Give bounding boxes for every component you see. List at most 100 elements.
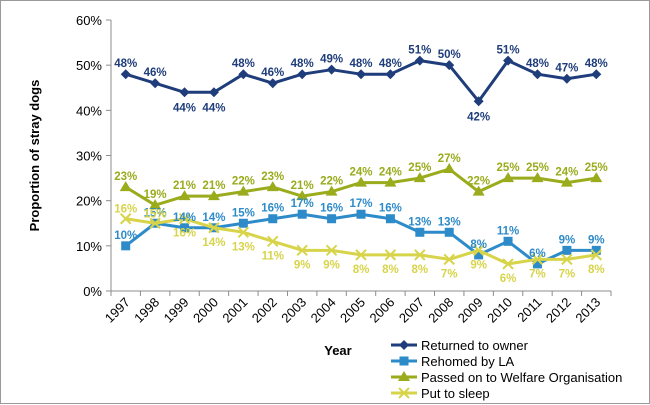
passed-on-to-welfare-organisation-data-label: 22% xyxy=(232,176,255,188)
returned-to-owner-data-label: 50% xyxy=(438,49,461,61)
returned-to-owner-point xyxy=(473,96,484,107)
returned-to-owner-point xyxy=(326,64,337,75)
put-to-sleep-point xyxy=(296,244,308,257)
put-to-sleep-data-label: 15% xyxy=(144,208,167,220)
x-tick-label: 2000 xyxy=(190,295,221,326)
rehomed-by-la-data-label: 14% xyxy=(202,212,225,224)
passed-on-to-welfare-organisation-point xyxy=(531,172,544,183)
put-to-sleep-data-label: 16% xyxy=(114,204,137,216)
put-to-sleep-point xyxy=(119,213,132,225)
x-axis-title: Year xyxy=(324,343,351,358)
put-to-sleep-point xyxy=(355,249,367,261)
returned-to-owner-point xyxy=(297,69,308,80)
returned-to-owner-data-label: 46% xyxy=(261,67,284,79)
rehomed-by-la-data-label: 15% xyxy=(144,207,167,219)
y-tick-label: 10% xyxy=(76,239,102,254)
put-to-sleep-line xyxy=(125,217,597,266)
x-tick-label: 2012 xyxy=(543,295,574,326)
rehomed-by-la-point xyxy=(327,214,337,224)
returned-to-owner-point xyxy=(414,55,425,66)
y-axis-title: Proportion of stray dogs xyxy=(27,80,42,232)
rehomed-by-la-point xyxy=(297,209,307,219)
returned-to-owner-point xyxy=(179,87,190,98)
x-tick-label: 2009 xyxy=(455,295,486,326)
returned-to-owner-data-label: 48% xyxy=(114,58,137,70)
rehomed-by-la-data-label: 6% xyxy=(529,248,546,260)
returned-to-owner-data-label: 44% xyxy=(173,102,196,114)
passed-on-to-welfare-organisation-point xyxy=(325,185,338,196)
x-tick-label: 2013 xyxy=(572,295,603,326)
passed-on-to-welfare-organisation-data-label: 25% xyxy=(526,162,549,174)
returned-to-owner-data-label: 44% xyxy=(202,102,225,114)
x-tick-label: 2011 xyxy=(514,295,544,325)
put-to-sleep-point xyxy=(267,235,279,248)
returned-to-owner-point xyxy=(208,87,219,98)
passed-on-to-welfare-organisation-data-label: 23% xyxy=(114,171,137,183)
put-to-sleep-data-label: 9% xyxy=(294,259,311,271)
rehomed-by-la-data-label: 13% xyxy=(438,216,461,228)
rehomed-by-la-data-label: 9% xyxy=(559,234,576,246)
rehomed-by-la-point xyxy=(532,259,542,269)
returned-to-owner-data-label: 46% xyxy=(144,67,167,79)
x-tick-label: 1997 xyxy=(102,295,133,326)
rehomed-by-la-point xyxy=(121,241,131,251)
y-tick-label: 30% xyxy=(76,149,102,164)
y-tick-label: 20% xyxy=(76,194,102,209)
rehomed-by-la-point xyxy=(180,223,190,233)
passed-on-to-welfare-organisation-point xyxy=(443,163,456,174)
put-to-sleep-data-label: 7% xyxy=(529,268,546,280)
put-to-sleep-point xyxy=(237,226,250,238)
returned-to-owner-point xyxy=(150,78,161,89)
rehomed-by-la-point xyxy=(503,236,513,246)
rehomed-by-la-point xyxy=(562,245,572,255)
passed-on-to-welfare-organisation-point xyxy=(413,172,426,183)
passed-on-to-welfare-organisation-point xyxy=(560,176,573,187)
put-to-sleep-point xyxy=(149,217,161,229)
put-to-sleep-point xyxy=(443,253,455,266)
y-tick-label: 40% xyxy=(76,103,102,118)
put-to-sleep-data-label: 7% xyxy=(559,268,576,280)
returned-to-owner-point xyxy=(120,69,131,80)
rehomed-by-la-data-label: 16% xyxy=(320,203,343,215)
legend-swatch-marker xyxy=(399,340,409,350)
legend-label: Put to sleep xyxy=(421,386,490,401)
x-tick-label: 2001 xyxy=(219,295,250,326)
passed-on-to-welfare-organisation-point xyxy=(384,176,397,187)
put-to-sleep-point xyxy=(384,249,397,261)
returned-to-owner-point xyxy=(267,78,278,89)
returned-to-owner-data-label: 48% xyxy=(526,58,549,70)
returned-to-owner-point xyxy=(561,73,572,84)
returned-to-owner-point xyxy=(591,69,602,80)
put-to-sleep-point xyxy=(502,258,514,270)
passed-on-to-welfare-organisation-point xyxy=(296,190,309,201)
passed-on-to-welfare-organisation-point xyxy=(178,190,191,201)
returned-to-owner-data-label: 47% xyxy=(555,63,578,75)
rehomed-by-la-data-label: 11% xyxy=(497,225,519,237)
rehomed-by-la-point xyxy=(591,245,601,255)
passed-on-to-welfare-organisation-data-label: 24% xyxy=(349,167,372,179)
passed-on-to-welfare-organisation-data-label: 25% xyxy=(585,162,608,174)
y-tick-label: 60% xyxy=(76,13,102,28)
rehomed-by-la-data-label: 14% xyxy=(173,212,196,224)
passed-on-to-welfare-organisation-data-label: 24% xyxy=(555,167,578,179)
returned-to-owner-point xyxy=(356,69,366,80)
rehomed-by-la-data-label: 17% xyxy=(291,198,314,210)
put-to-sleep-point xyxy=(325,244,338,257)
passed-on-to-welfare-organisation-data-label: 25% xyxy=(408,162,431,174)
passed-on-to-welfare-organisation-data-label: 22% xyxy=(320,176,343,188)
put-to-sleep-point xyxy=(472,244,485,257)
put-to-sleep-data-label: 6% xyxy=(500,273,517,285)
passed-on-to-welfare-organisation-data-label: 21% xyxy=(291,180,314,192)
y-tick-label: 0% xyxy=(83,284,102,299)
put-to-sleep-data-label: 8% xyxy=(588,264,605,276)
passed-on-to-welfare-organisation-data-label: 21% xyxy=(202,180,225,192)
put-to-sleep-data-label: 8% xyxy=(353,264,370,276)
rehomed-by-la-point xyxy=(268,214,278,224)
legend-swatch-marker xyxy=(399,356,409,366)
returned-to-owner-data-label: 48% xyxy=(585,58,608,70)
put-to-sleep-data-label: 9% xyxy=(470,259,487,271)
returned-to-owner-data-label: 42% xyxy=(467,111,490,123)
x-tick-label: 2002 xyxy=(249,295,280,326)
